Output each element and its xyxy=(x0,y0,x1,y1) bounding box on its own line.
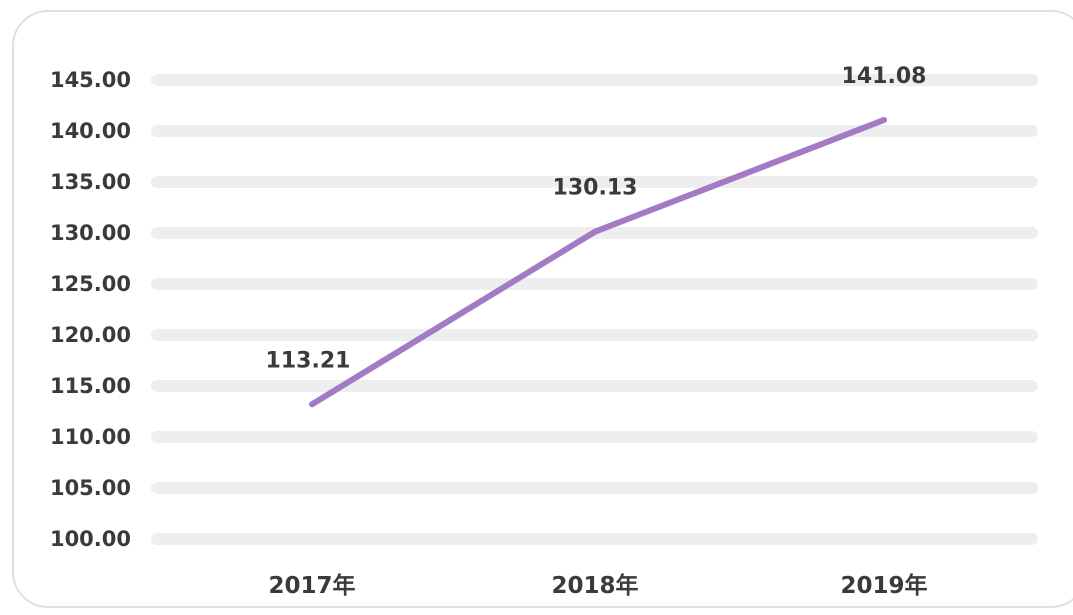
grid-lines xyxy=(151,74,1038,545)
x-category-label: 2019年 xyxy=(840,572,927,599)
y-tick-label: 135.00 xyxy=(50,170,131,194)
x-category-label: 2018年 xyxy=(551,572,638,599)
y-tick-label: 125.00 xyxy=(50,272,131,296)
data-labels: 113.21 130.13 141.08 xyxy=(266,64,927,373)
y-tick-label: 120.00 xyxy=(50,323,131,347)
chart-card xyxy=(12,10,1073,608)
y-axis-tick-labels: 100.00 105.00 110.00 115.00 120.00 125.00 130.… xyxy=(50,68,131,551)
data-label: 130.13 xyxy=(553,176,638,201)
y-tick-label: 130.00 xyxy=(50,221,131,245)
y-tick-label: 105.00 xyxy=(50,476,131,500)
series-group xyxy=(309,116,887,408)
y-tick-label: 110.00 xyxy=(50,425,131,449)
x-axis-category-labels: 2017年 2018年 2019年 xyxy=(268,572,927,599)
y-tick-label: 100.00 xyxy=(50,527,131,551)
y-tick-label: 145.00 xyxy=(50,68,131,92)
series-line xyxy=(309,116,887,408)
x-category-label: 2017年 xyxy=(268,572,355,599)
data-label: 141.08 xyxy=(842,64,927,89)
data-label: 113.21 xyxy=(266,348,351,373)
y-tick-label: 115.00 xyxy=(50,374,131,398)
y-tick-label: 140.00 xyxy=(50,119,131,143)
